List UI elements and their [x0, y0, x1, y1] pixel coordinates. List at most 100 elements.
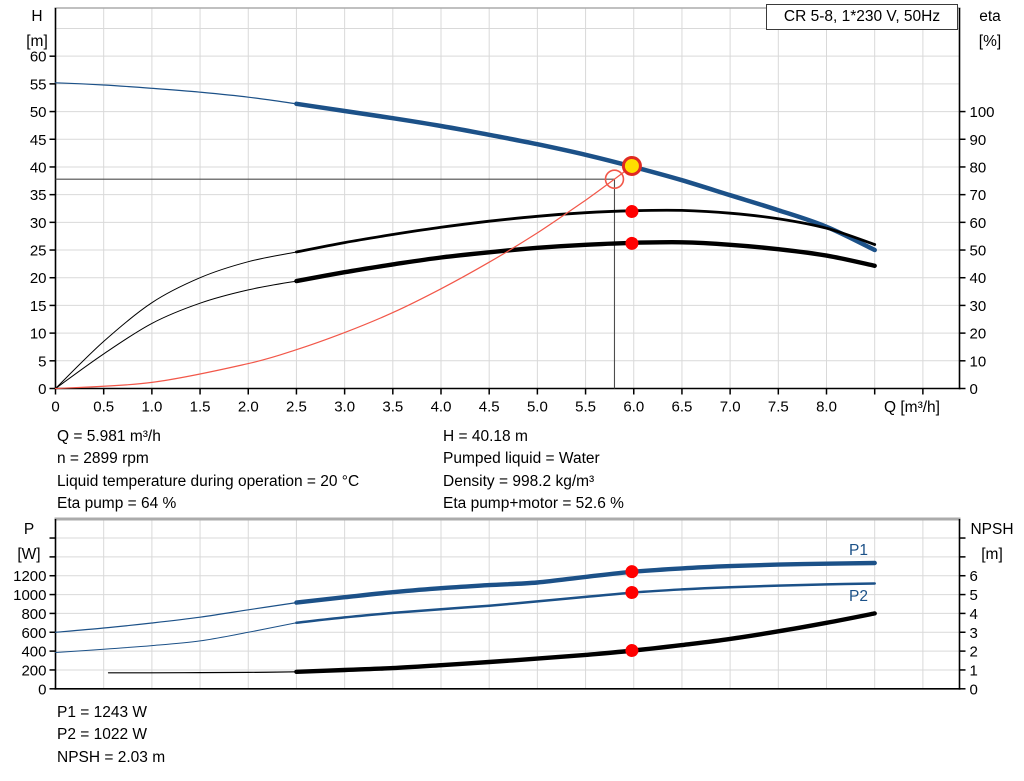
svg-text:2.0: 2.0	[238, 399, 259, 416]
svg-text:1.0: 1.0	[141, 399, 162, 416]
svg-text:3: 3	[970, 625, 978, 642]
svg-text:55: 55	[30, 76, 47, 93]
axes	[54, 519, 961, 690]
eta-axis-unit: [%]	[978, 33, 1002, 50]
duty-crosshair	[55, 178, 616, 389]
p2-point	[625, 585, 639, 599]
svg-text:10: 10	[30, 326, 47, 343]
svg-text:4.0: 4.0	[431, 399, 452, 416]
svg-text:30: 30	[970, 298, 987, 315]
p1-point	[625, 565, 639, 579]
svg-text:600: 600	[21, 625, 46, 642]
svg-text:60: 60	[30, 49, 47, 66]
svg-text:6.0: 6.0	[623, 399, 644, 416]
svg-text:100: 100	[970, 104, 995, 121]
svg-text:0.5: 0.5	[93, 399, 114, 416]
axes	[54, 8, 961, 390]
info-eta-pump: Eta pump = 64 %	[57, 495, 177, 513]
svg-text:8.0: 8.0	[816, 399, 837, 416]
svg-text:20: 20	[970, 326, 987, 343]
p-axis-unit: [W]	[17, 546, 41, 563]
eta-axis-title: eta [%]	[968, 4, 1012, 54]
svg-text:0: 0	[38, 681, 46, 698]
svg-text:60: 60	[970, 215, 987, 232]
p2-curve	[55, 582, 876, 653]
info-head: H = 40.18 m	[443, 428, 528, 445]
svg-text:0: 0	[51, 399, 59, 416]
svg-text:30: 30	[30, 215, 47, 232]
svg-text:5: 5	[38, 353, 46, 370]
svg-text:5.0: 5.0	[527, 399, 548, 416]
svg-text:6.5: 6.5	[672, 399, 693, 416]
svg-text:7.0: 7.0	[720, 399, 741, 416]
svg-text:40: 40	[30, 159, 47, 176]
actual-duty-point	[621, 155, 642, 176]
requested-duty-point	[604, 169, 625, 189]
eta-pump-curve	[55, 208, 877, 389]
svg-text:90: 90	[970, 132, 987, 149]
info-pumped-liquid: Pumped liquid = Water	[443, 450, 600, 468]
svg-text:70: 70	[970, 187, 987, 204]
info-flow: Q = 5.981 m³/h	[57, 428, 161, 445]
svg-text:0: 0	[970, 681, 978, 698]
svg-text:2.5: 2.5	[286, 399, 307, 416]
h-axis-title: H [m]	[20, 4, 54, 54]
svg-text:1: 1	[970, 662, 978, 679]
info-density: Density = 998.2 kg/m³	[443, 472, 595, 490]
eta-pump-motor-point	[625, 236, 639, 250]
npsh-point	[625, 644, 639, 658]
info-p1: P1 = 1243 W	[57, 704, 148, 721]
system-curve	[54, 165, 633, 390]
duty-info-right: H = 40.18 m Pumped liquid = Water Densit…	[443, 426, 624, 516]
svg-text:0: 0	[970, 381, 978, 398]
gridlines	[55, 8, 960, 389]
npsh-axis-title: NPSH [m]	[964, 517, 1020, 567]
svg-text:10: 10	[970, 353, 987, 370]
p1-curve-label: P1	[849, 542, 868, 559]
p1-curve	[54, 560, 877, 633]
svg-text:80: 80	[970, 159, 987, 176]
svg-text:45: 45	[30, 132, 47, 149]
svg-text:5: 5	[970, 587, 978, 604]
svg-text:50: 50	[30, 104, 47, 121]
svg-text:15: 15	[30, 298, 47, 315]
svg-text:3.0: 3.0	[334, 399, 355, 416]
tick-labels: 0 5 10 15 20 25 30 35 40 45 50 55 60 0 10 20 30 40 50 60 70 8…	[30, 49, 995, 416]
info-p2: P2 = 1022 W	[57, 726, 148, 744]
gridlines	[55, 519, 960, 689]
p2-curve-label: P2	[849, 588, 868, 605]
svg-text:7.5: 7.5	[768, 399, 789, 416]
p-axis-title: P [W]	[12, 517, 46, 567]
svg-text:5.5: 5.5	[575, 399, 596, 416]
svg-text:25: 25	[30, 243, 47, 260]
pump-title-box: CR 5-8, 1*230 V, 50Hz	[766, 4, 958, 30]
svg-text:20: 20	[30, 270, 47, 287]
svg-text:1000: 1000	[13, 587, 46, 604]
svg-text:800: 800	[21, 606, 46, 623]
npsh-axis-symbol: NPSH	[970, 521, 1014, 538]
qh-curve	[54, 82, 877, 253]
svg-text:3.5: 3.5	[382, 399, 403, 416]
svg-text:50: 50	[970, 243, 987, 260]
q-axis-title: Q [m³/h]	[884, 399, 940, 416]
svg-text:2: 2	[970, 644, 978, 661]
eta-axis-symbol: eta	[979, 8, 1001, 25]
info-npsh: NPSH = 2.03 m	[57, 748, 166, 766]
info-speed: n = 2899 rpm	[57, 450, 149, 468]
svg-text:4.5: 4.5	[479, 399, 500, 416]
power-info: P1 = 1243 W P2 = 1022 W NPSH = 2.03 m	[57, 702, 165, 769]
svg-text:40: 40	[970, 270, 987, 287]
svg-text:200: 200	[21, 662, 46, 679]
duty-info-left: Q = 5.981 m³/h n = 2899 rpm Liquid tempe…	[57, 426, 359, 516]
svg-text:1.5: 1.5	[190, 399, 211, 416]
svg-text:400: 400	[21, 644, 46, 661]
info-liquid-temp: Liquid temperature during operation = 20…	[57, 472, 360, 490]
pump-performance-chart: 0 5 10 15 20 25 30 35 40 45 50 55 60 0 10 20 30 40 50 60 70 8…	[30, 7, 995, 416]
svg-text:0: 0	[38, 381, 46, 398]
info-eta-pump-motor: Eta pump+motor = 52.6 %	[443, 495, 624, 513]
eta-pump-point	[625, 205, 639, 219]
